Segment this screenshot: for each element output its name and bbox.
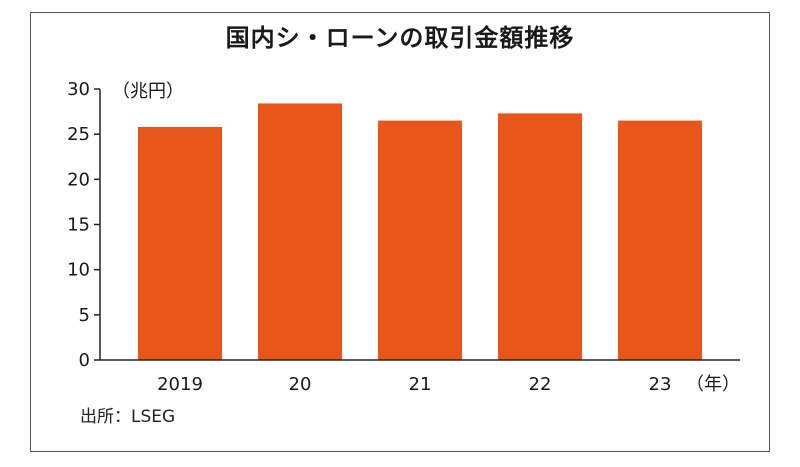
y-tick-label: 10 — [67, 260, 90, 281]
y-tick-label: 30 — [67, 79, 90, 100]
x-tick-label: 23 — [649, 374, 672, 395]
y-tick-label: 5 — [79, 305, 90, 326]
x-unit-label: （年） — [686, 374, 740, 395]
y-tick-label: 0 — [79, 350, 90, 371]
bar-23 — [618, 120, 702, 360]
y-tick-label: 25 — [67, 124, 90, 145]
x-tick-label: 2019 — [157, 374, 203, 395]
source-note: 出所：LSEG — [80, 407, 176, 427]
bar-21 — [378, 120, 462, 360]
y-tick-label: 20 — [67, 169, 90, 190]
bar-2019 — [138, 126, 222, 360]
x-tick-label: 22 — [529, 374, 552, 395]
x-tick-label: 21 — [409, 374, 432, 395]
y-unit-label: （兆円） — [112, 81, 184, 102]
chart-title: 国内シ・ローンの取引金額推移 — [225, 24, 575, 52]
bar-20 — [258, 103, 342, 360]
x-tick-label: 20 — [289, 374, 312, 395]
y-tick-label: 15 — [67, 215, 90, 236]
bar-22 — [498, 113, 582, 360]
